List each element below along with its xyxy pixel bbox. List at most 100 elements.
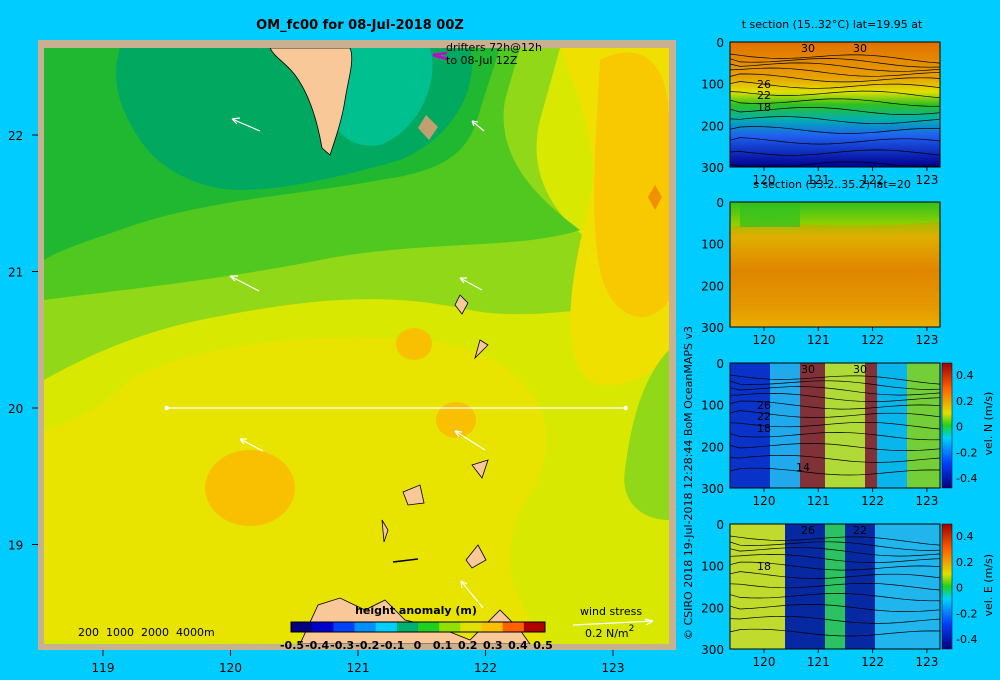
colorbar-tick-label: -0.1 [380, 639, 404, 652]
contour-line [729, 116, 941, 125]
panel-frame [729, 41, 941, 168]
colorbar-tick-label: -0.3 [330, 639, 354, 652]
panel-y-tick-label: 200 [701, 601, 724, 615]
panel-title: t section (15..32°C) lat=19.95 at [742, 18, 923, 31]
height-anomaly-map: drifters 72h@12h to 08-Jul 12Z 200 1000 … [8, 40, 676, 675]
copyright-line: © CSIRO 2018 19-Jul-2018 12:28:44 BoM Oc… [682, 326, 695, 640]
panel-y-tick-label: 0 [716, 518, 724, 532]
island-4 [471, 459, 489, 479]
velocity-band [865, 363, 877, 488]
drifters-label-line1: drifters 72h@12h [446, 41, 542, 54]
map-x-tick-label: 122 [474, 661, 497, 675]
panel-frame [729, 201, 941, 328]
colorbar-swatch [481, 622, 504, 632]
wind-stress-scale-arrowhead [644, 618, 654, 626]
map-x-tick-label: 120 [219, 661, 242, 675]
wind-vector [454, 430, 486, 451]
velocity-colorbar-tick: 0 [956, 421, 963, 434]
contour-label: 22 [853, 524, 867, 537]
contour-line [729, 98, 941, 107]
field-orange-patch-east [648, 185, 662, 210]
wind-vector [239, 438, 264, 452]
drifters-label-line2: to 08-Jul 12Z [446, 54, 518, 67]
contour-line [729, 410, 941, 418]
island-6 [465, 544, 487, 569]
wind-vector [231, 117, 261, 132]
contour-line [729, 81, 941, 89]
contour-line [729, 571, 941, 579]
contour-line [729, 58, 941, 68]
colorbar-title: height anomaly (m) [355, 604, 477, 617]
colorbar-swatch [291, 622, 313, 632]
panel-y-tick-label: 100 [701, 78, 724, 92]
velocity-colorbar-tick: 0.2 [956, 556, 974, 569]
panel-x-tick-label: 122 [861, 173, 884, 187]
panel-frame [729, 362, 941, 489]
velocity-colorbar [941, 523, 953, 650]
island-1 [418, 115, 438, 140]
contour-label: 30 [801, 363, 815, 376]
height-anomaly-colorbar: height anomaly (m) -0.5 -0.4 -0.3 -0.2 -0.1 0… [280, 604, 553, 652]
contour-line [729, 90, 941, 99]
contour-line [729, 454, 941, 463]
colorbar-swatch [523, 622, 546, 632]
panel-x-tick-label: 121 [807, 494, 830, 508]
contour-line [729, 541, 941, 551]
panel-x-tick-label: 122 [861, 655, 884, 669]
field-band-sea-green [325, 48, 433, 146]
velocity-band [907, 363, 940, 488]
field-band-green-east [624, 350, 669, 520]
island-7 [381, 519, 389, 543]
contour-line [729, 73, 941, 83]
contour-line [729, 137, 941, 145]
contour-line [729, 615, 941, 624]
contour-line [729, 67, 941, 77]
contour-label: 26 [801, 524, 815, 537]
contour-line [729, 593, 940, 602]
colorbar-swatch [439, 622, 461, 632]
colorbar-tick-label: 0.3 [483, 639, 503, 652]
island-2 [454, 294, 469, 315]
contour-line [729, 443, 941, 451]
field-band-orange-east [594, 52, 669, 317]
contour-line [729, 106, 941, 115]
wind-vector [460, 580, 484, 609]
contour-line [729, 535, 941, 546]
map-y-tick-label: 22 [8, 129, 23, 143]
velocity-colorbar [941, 362, 953, 489]
wind-stress-label: wind stress [580, 605, 642, 618]
panel-x-tick-label: 121 [807, 333, 830, 347]
velocity-colorbar-label: vel. N (m/s) [982, 392, 995, 456]
colorbar-swatch [312, 622, 334, 632]
velocity-colorbar-tick: -0.2 [956, 607, 977, 620]
colorbar-tick-label: 0.5 [533, 639, 553, 652]
contour-line [729, 467, 941, 476]
salinity-surface-patch [740, 202, 800, 227]
contour-line [729, 561, 941, 571]
colorbar-tick-label: 0.2 [458, 639, 478, 652]
colorbar-tick-label: 0.4 [508, 639, 528, 652]
panel-y-tick-label: 100 [701, 560, 724, 574]
velocity-colorbar-tick: 0.2 [956, 395, 974, 408]
contour-label: 18 [757, 101, 771, 114]
map-y-tick-label: 19 [8, 539, 23, 553]
contour-line [729, 374, 941, 385]
colorbar-swatch [418, 622, 440, 632]
section-panel-2: s section (33.2..35.2) lat=20 0 100 200 300 1… [701, 178, 941, 347]
contour-label: 26 [757, 399, 771, 412]
colorbar-swatch [396, 622, 419, 632]
panel-x-tick-label: 123 [915, 333, 938, 347]
panel-y-tick-label: 0 [716, 36, 724, 50]
section-line-start [164, 405, 169, 411]
panel-y-tick-label: 0 [716, 357, 724, 371]
section-line-end [623, 405, 628, 411]
contour-line [729, 583, 941, 591]
contour-line [729, 53, 941, 64]
wind-stress-units-text: 0.2 N/m [585, 627, 629, 640]
panel-y-tick-label: 100 [701, 399, 724, 413]
panel-x-tick-label: 121 [807, 655, 830, 669]
field-orange-patch-3 [436, 402, 476, 438]
velocity-band [877, 363, 907, 488]
colorbar-outline [290, 621, 546, 633]
contour-label: 18 [757, 422, 771, 435]
